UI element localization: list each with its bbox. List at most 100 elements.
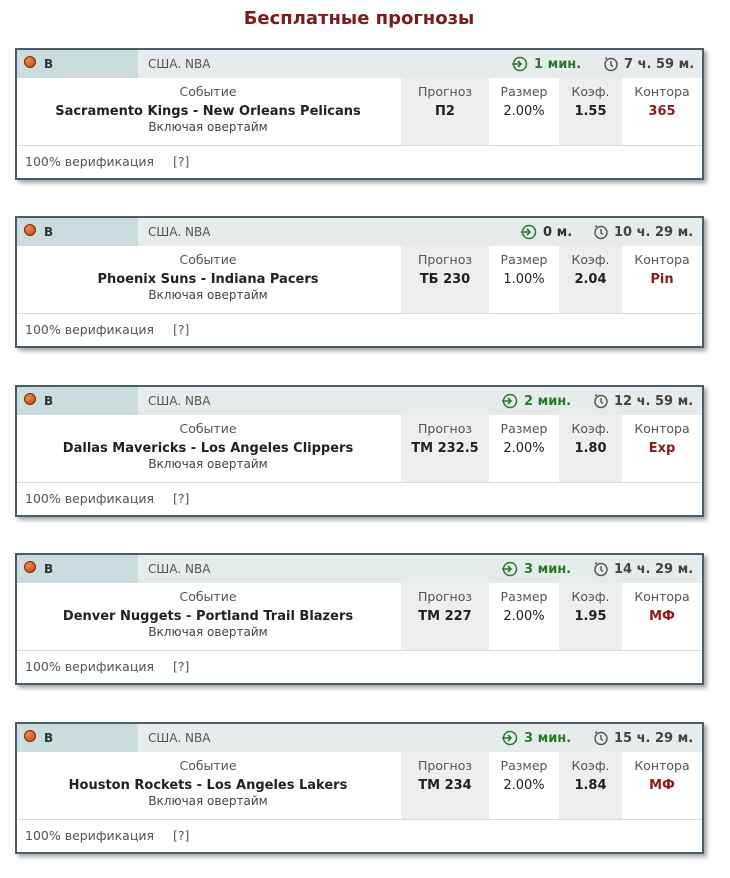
- card-body: Событие Phoenix Suns - Indiana Pacers Вк…: [17, 246, 702, 314]
- sport-label: В: [44, 225, 54, 239]
- prediction-header: Прогноз: [417, 589, 473, 604]
- card-footer: 100% верификация [?]: [17, 146, 702, 179]
- prediction-header: Прогноз: [417, 252, 473, 267]
- enter-arrow-icon: [512, 56, 528, 72]
- size-header: Размер: [500, 252, 548, 267]
- event-column: Событие Dallas Mavericks - Los Angeles C…: [17, 415, 399, 482]
- size-value: 2.00%: [503, 778, 545, 793]
- overtime-note: Включая овертайм: [148, 625, 268, 639]
- basketball-icon: [24, 561, 36, 573]
- sport-label: В: [44, 394, 54, 408]
- published-time: 1 мин.: [534, 56, 582, 72]
- sport-label: В: [44, 731, 54, 745]
- prediction-column: Прогноз ТМ 227: [401, 583, 489, 650]
- sport-cell[interactable]: В: [17, 218, 138, 246]
- start-time: 7 ч. 59 м.: [624, 56, 695, 72]
- start-timer: 15 ч. 29 м.: [593, 730, 693, 746]
- odds-column: Коэф. 1.84: [559, 752, 622, 819]
- prediction-card: В США. NBA 2 мин. 12 ч. 59 м. Событие Da…: [15, 385, 704, 517]
- sport-cell[interactable]: В: [17, 555, 138, 583]
- published-time: 2 мин.: [524, 393, 572, 409]
- help-link[interactable]: [?]: [173, 154, 190, 169]
- bookmaker-link[interactable]: Exp: [648, 441, 676, 456]
- page-title: Бесплатные прогнозы: [243, 8, 475, 29]
- bookmaker-link[interactable]: МФ: [649, 609, 675, 624]
- event-header: Событие: [179, 252, 237, 267]
- enter-arrow-icon: [502, 730, 518, 746]
- league-label: США. NBA: [148, 394, 211, 408]
- bookmaker-link[interactable]: Pin: [650, 272, 674, 287]
- prediction-card: В США. NBA 3 мин. 14 ч. 29 м. Событие De…: [15, 553, 704, 685]
- prediction-header: Прогноз: [417, 758, 473, 773]
- event-header: Событие: [179, 589, 237, 604]
- event-name: Denver Nuggets - Portland Trail Blazers: [62, 609, 354, 624]
- odds-header: Коэф.: [571, 421, 610, 436]
- bookmaker-column: Контора 365: [622, 78, 702, 145]
- league-label: США. NBA: [148, 57, 211, 71]
- enter-arrow-icon: [502, 393, 518, 409]
- sport-cell[interactable]: В: [17, 387, 138, 415]
- sport-cell[interactable]: В: [17, 724, 138, 752]
- clock-icon: [594, 224, 608, 240]
- help-link[interactable]: [?]: [173, 828, 190, 843]
- clock-icon: [594, 730, 608, 746]
- help-link[interactable]: [?]: [173, 322, 190, 337]
- size-value: 2.00%: [503, 104, 545, 119]
- overtime-note: Включая овертайм: [148, 457, 268, 471]
- card-footer: 100% верификация [?]: [17, 314, 702, 347]
- odds-header: Коэф.: [571, 84, 610, 99]
- odds-header: Коэф.: [571, 252, 610, 267]
- league-label: США. NBA: [148, 225, 211, 239]
- odds-header: Коэф.: [571, 589, 610, 604]
- card-header: В США. NBA 0 м. 10 ч. 29 м.: [17, 218, 702, 246]
- card-header: В США. NBA 2 мин. 12 ч. 59 м.: [17, 387, 702, 415]
- basketball-icon: [24, 56, 36, 68]
- overtime-note: Включая овертайм: [148, 288, 268, 302]
- prediction-value: ТБ 230: [419, 272, 471, 287]
- event-column: Событие Denver Nuggets - Portland Trail …: [17, 583, 399, 650]
- help-link[interactable]: [?]: [173, 491, 190, 506]
- odds-column: Коэф. 1.80: [559, 415, 622, 482]
- bookmaker-column: Контора МФ: [622, 752, 702, 819]
- bookmaker-header: Контора: [634, 421, 690, 436]
- prediction-column: Прогноз ТБ 230: [401, 246, 489, 313]
- size-header: Размер: [500, 421, 548, 436]
- prediction-column: Прогноз П2: [401, 78, 489, 145]
- prediction-column: Прогноз ТМ 232.5: [401, 415, 489, 482]
- bookmaker-header: Контора: [634, 252, 690, 267]
- card-body: Событие Sacramento Kings - New Orleans P…: [17, 78, 702, 146]
- verification-label: 100% верификация: [25, 322, 154, 337]
- size-value: 2.00%: [503, 609, 545, 624]
- card-body: Событие Dallas Mavericks - Los Angeles C…: [17, 415, 702, 483]
- prediction-value: ТМ 232.5: [411, 441, 479, 456]
- published-timer: 1 мин.: [511, 56, 581, 72]
- basketball-icon: [24, 393, 36, 405]
- size-header: Размер: [500, 84, 548, 99]
- size-header: Размер: [500, 758, 548, 773]
- size-value: 1.00%: [503, 272, 545, 287]
- published-time: 3 мин.: [524, 561, 572, 577]
- odds-value: 1.95: [574, 609, 607, 624]
- prediction-column: Прогноз ТМ 234: [401, 752, 489, 819]
- clock-icon: [594, 561, 608, 577]
- bookmaker-link[interactable]: МФ: [649, 778, 675, 793]
- start-timer: 14 ч. 29 м.: [593, 561, 693, 577]
- size-column: Размер 2.00%: [489, 583, 559, 650]
- bookmaker-column: Контора Exp: [622, 415, 702, 482]
- published-timer: 2 мин.: [501, 393, 571, 409]
- bookmaker-link[interactable]: 365: [648, 104, 676, 119]
- card-footer: 100% верификация [?]: [17, 651, 702, 684]
- size-value: 2.00%: [503, 441, 545, 456]
- odds-header: Коэф.: [571, 758, 610, 773]
- sport-cell[interactable]: В: [17, 50, 138, 78]
- event-name: Dallas Mavericks - Los Angeles Clippers: [62, 441, 354, 456]
- card-footer: 100% верификация [?]: [17, 820, 702, 853]
- help-link[interactable]: [?]: [173, 659, 190, 674]
- event-name: Sacramento Kings - New Orleans Pelicans: [55, 104, 361, 119]
- bookmaker-header: Контора: [634, 84, 690, 99]
- verification-label: 100% верификация: [25, 491, 154, 506]
- event-column: Событие Phoenix Suns - Indiana Pacers Вк…: [17, 246, 399, 313]
- event-header: Событие: [179, 84, 237, 99]
- start-timer: 12 ч. 59 м.: [593, 393, 693, 409]
- card-header: В США. NBA 3 мин. 14 ч. 29 м.: [17, 555, 702, 583]
